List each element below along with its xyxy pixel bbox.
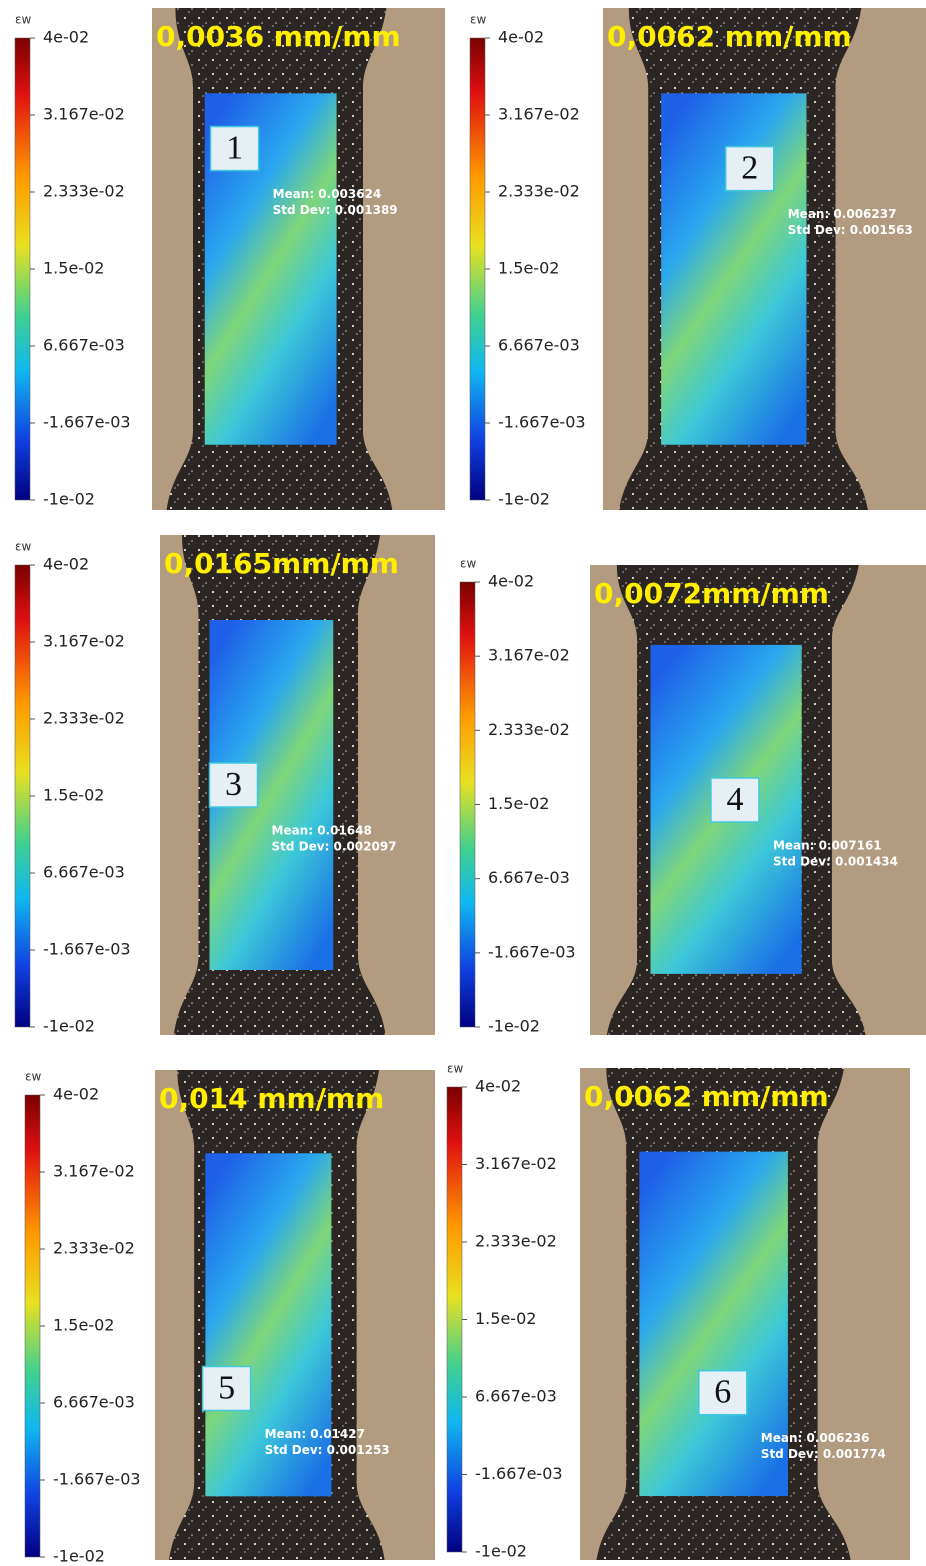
colorbar-tick-label: -1.667e-03	[53, 1470, 141, 1489]
colorbar-tick-label: 6.667e-03	[43, 863, 125, 882]
colorbar-tick-label: 2.333e-02	[498, 182, 580, 201]
colorbar-label: εw	[15, 540, 31, 554]
mean-text: Mean: 0.006237	[788, 207, 897, 221]
strain-field	[639, 1151, 788, 1497]
strain-title: 0,0036 mm/mm	[156, 20, 401, 53]
gauge-marker-label: 1	[226, 129, 243, 166]
strain-title: 0,0062 mm/mm	[607, 20, 852, 53]
colorbar-tick-label: 4e-02	[498, 28, 544, 47]
colorbar-tick-label: 3.167e-02	[43, 105, 125, 124]
colorbar	[14, 564, 31, 1028]
colorbar-tick-label: 2.333e-02	[475, 1232, 557, 1251]
colorbar-tick-label: 3.167e-02	[475, 1154, 557, 1173]
mean-text: Mean: 0.01427	[265, 1427, 365, 1441]
colorbar-tick-label: 1.5e-02	[43, 786, 104, 805]
gauge-marker-box	[698, 1369, 748, 1416]
colorbar-tick-label: -1e-02	[43, 1017, 95, 1036]
colorbar-tick-label: 4e-02	[43, 555, 89, 574]
gauge-marker-box	[201, 1365, 252, 1412]
std-dev-text: Std Dev: 0.001563	[788, 223, 913, 237]
colorbar-label: εw	[460, 557, 476, 571]
strain-title: 0,014 mm/mm	[159, 1082, 384, 1115]
colorbar-label: εw	[447, 1062, 463, 1076]
colorbar-tick-label: 1.5e-02	[475, 1309, 536, 1328]
strain-title: 0,0165mm/mm	[164, 547, 399, 580]
mean-text: Mean: 0.003624	[273, 187, 382, 201]
colorbar-tick-label: 4e-02	[488, 572, 534, 591]
colorbar-label: εw	[25, 1070, 41, 1084]
mean-text: Mean: 0.01648	[272, 824, 372, 838]
std-dev-text: Std Dev: 0.001253	[265, 1443, 390, 1457]
colorbar-tick-label: -1.667e-03	[488, 942, 576, 961]
panel: 6 Mean: 0.006236 Std Dev: 0.001774 0,0062 m…	[446, 1062, 910, 1561]
colorbar-tick-label: 6.667e-03	[43, 336, 125, 355]
gauge-marker-box	[208, 762, 259, 808]
colorbar-label: εw	[15, 13, 31, 27]
panel: 1 Mean: 0.003624 Std Dev: 0.001389 0,0036 m…	[14, 8, 445, 510]
colorbar-tick-label: 1.5e-02	[43, 259, 104, 278]
gauge-marker-label: 6	[714, 1374, 731, 1411]
colorbar-tick-label: 2.333e-02	[53, 1239, 135, 1258]
colorbar-tick-label: 4e-02	[475, 1077, 521, 1096]
std-dev-text: Std Dev: 0.001389	[273, 203, 398, 217]
gauge-marker-label: 5	[218, 1369, 235, 1406]
strain-field	[205, 1153, 332, 1497]
colorbar-tick-label: -1.667e-03	[475, 1464, 563, 1483]
colorbar-tick-label: 2.333e-02	[488, 720, 570, 739]
panel: 3 Mean: 0.01648 Std Dev: 0.002097 0,0165mm/…	[14, 535, 435, 1036]
std-dev-text: Std Dev: 0.001434	[773, 855, 898, 869]
colorbar-tick-label: -1e-02	[475, 1542, 527, 1561]
colorbar-tick-label: 3.167e-02	[43, 632, 125, 651]
panel: 5 Mean: 0.01427 Std Dev: 0.001253 0,014 mm/…	[24, 1070, 435, 1566]
strain-title: 0,0062 mm/mm	[584, 1080, 829, 1113]
colorbar-tick-label: 3.167e-02	[488, 646, 570, 665]
panels: 1 Mean: 0.003624 Std Dev: 0.001389 0,0036 m…	[14, 8, 926, 1566]
colorbar-tick-label: -1.667e-03	[43, 940, 131, 959]
colorbar-tick-label: 1.5e-02	[498, 259, 559, 278]
gauge-marker-label: 4	[726, 781, 743, 818]
colorbar-tick-label: 2.333e-02	[43, 182, 125, 201]
mean-text: Mean: 0.007161	[773, 839, 882, 853]
gauge-marker-box	[724, 145, 775, 192]
colorbar-tick-label: 3.167e-02	[498, 105, 580, 124]
colorbar-tick-label: -1e-02	[488, 1017, 540, 1036]
colorbar-tick-label: 6.667e-03	[475, 1387, 557, 1406]
colorbar	[469, 37, 486, 501]
colorbar-tick-label: 3.167e-02	[53, 1162, 135, 1181]
colorbar-tick-label: -1e-02	[498, 490, 550, 509]
gauge-marker-box	[209, 125, 260, 172]
colorbar-tick-label: 4e-02	[53, 1085, 99, 1104]
colorbar-tick-label: 4e-02	[43, 28, 89, 47]
gauge-marker-box	[710, 777, 760, 823]
colorbar-tick-label: -1.667e-03	[498, 413, 586, 432]
colorbar	[14, 37, 31, 501]
gauge-marker-label: 2	[741, 149, 758, 186]
gauge-marker-label: 3	[225, 766, 242, 803]
mean-text: Mean: 0.006236	[761, 1431, 870, 1445]
std-dev-text: Std Dev: 0.001774	[761, 1447, 886, 1461]
colorbar	[459, 581, 476, 1028]
colorbar	[24, 1094, 41, 1558]
colorbar-tick-label: 2.333e-02	[43, 709, 125, 728]
panel: 4 Mean: 0.007161 Std Dev: 0.001434 0,0072mm…	[459, 557, 926, 1036]
strain-title: 0,0072mm/mm	[594, 577, 829, 610]
colorbar-tick-label: 1.5e-02	[53, 1316, 114, 1335]
colorbar-tick-label: 6.667e-03	[53, 1393, 135, 1412]
colorbar-tick-label: 6.667e-03	[488, 868, 570, 887]
panel: 2 Mean: 0.006237 Std Dev: 0.001563 0,0062 m…	[469, 8, 926, 510]
colorbar	[446, 1086, 463, 1553]
colorbar-tick-label: 6.667e-03	[498, 336, 580, 355]
colorbar-tick-label: 1.5e-02	[488, 794, 549, 813]
colorbar-tick-label: -1e-02	[43, 490, 95, 509]
colorbar-label: εw	[470, 13, 486, 27]
colorbar-tick-label: -1e-02	[53, 1547, 105, 1566]
colorbar-tick-label: -1.667e-03	[43, 413, 131, 432]
std-dev-text: Std Dev: 0.002097	[272, 840, 397, 854]
